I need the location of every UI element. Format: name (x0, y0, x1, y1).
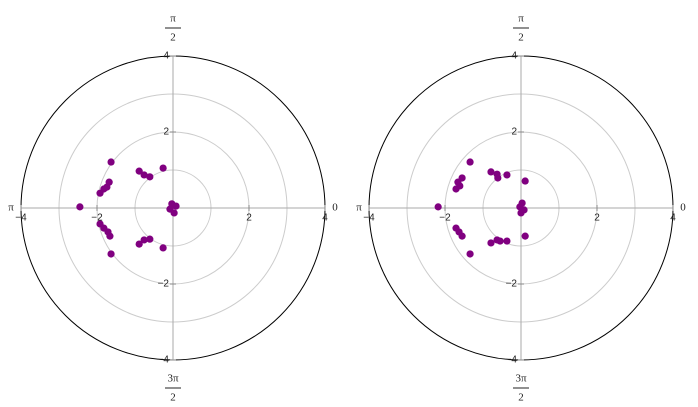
point (434, 203, 442, 211)
x-tick-label: −2 (91, 213, 103, 224)
point (466, 250, 474, 258)
angle-label: 0 (332, 202, 338, 214)
point (135, 167, 143, 175)
point (140, 171, 148, 179)
y-tick-label: −2 (158, 279, 170, 290)
point (452, 185, 460, 193)
y-tick-label: 4 (511, 51, 517, 62)
point (146, 173, 154, 181)
point (107, 158, 115, 166)
y-tick-label: 2 (163, 127, 169, 138)
x-tick-label: 4 (322, 213, 328, 224)
point (521, 232, 529, 240)
x-tick-label: −4 (15, 213, 27, 224)
y-tick-label: −4 (506, 355, 518, 366)
angle-label: 0 (680, 202, 686, 214)
point (146, 235, 154, 243)
x-tick-label: −2 (439, 213, 451, 224)
point (494, 174, 502, 182)
point (496, 237, 504, 245)
angle-label-denominator: 2 (170, 392, 176, 404)
point (135, 240, 143, 248)
angle-label-numerator: π (518, 13, 524, 25)
point (159, 164, 167, 172)
y-tick-label: 4 (163, 51, 169, 62)
angle-label-denominator: 2 (170, 32, 176, 44)
point (107, 250, 115, 258)
point (503, 171, 511, 179)
point (517, 209, 525, 217)
x-tick-label: 2 (246, 213, 252, 224)
point (76, 203, 84, 211)
angle-label-denominator: 2 (518, 392, 524, 404)
point (503, 237, 511, 245)
point (159, 244, 167, 252)
y-tick-label: −2 (506, 279, 518, 290)
point (140, 236, 148, 244)
point (458, 232, 466, 240)
x-tick-label: 2 (594, 213, 600, 224)
x-tick-label: 4 (670, 213, 676, 224)
angle-label: π (8, 202, 14, 214)
point (172, 202, 180, 210)
point (521, 177, 529, 185)
point (487, 168, 495, 176)
angle-label-numerator: 3π (515, 373, 527, 385)
point (106, 232, 114, 240)
x-tick-label: −4 (363, 213, 375, 224)
point (96, 189, 104, 197)
angle-label: π (356, 202, 362, 214)
point (487, 239, 495, 247)
y-tick-label: 2 (511, 127, 517, 138)
y-tick-label: −4 (158, 355, 170, 366)
angle-label-denominator: 2 (518, 32, 524, 44)
point (466, 158, 474, 166)
point (170, 209, 178, 217)
angle-label-numerator: π (170, 13, 176, 25)
angle-label-numerator: 3π (167, 373, 179, 385)
